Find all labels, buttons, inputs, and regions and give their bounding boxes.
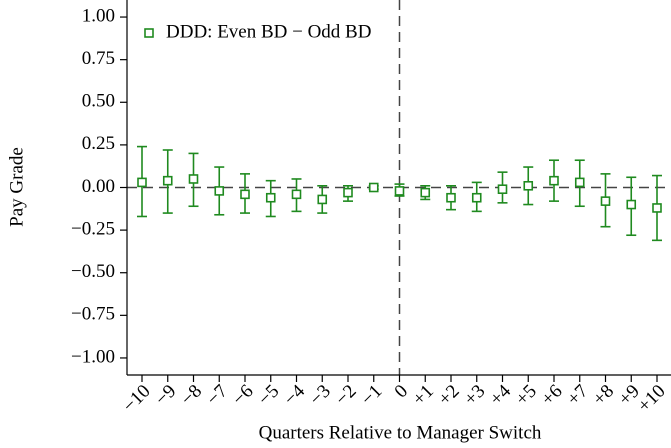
point — [317, 194, 328, 205]
point — [497, 184, 508, 195]
x-tick-label: +10 — [634, 381, 670, 417]
y-axis-title: Pay Grade — [6, 147, 27, 227]
y-tick-label: 0.75 — [82, 48, 115, 69]
point — [240, 189, 250, 200]
point — [523, 180, 534, 191]
y-tick-label: −0.25 — [71, 218, 115, 239]
point — [626, 199, 637, 210]
y-tick-label: −0.50 — [71, 261, 115, 282]
x-tick-label: −10 — [119, 381, 155, 417]
point — [162, 175, 173, 186]
y-tick-label: 1.00 — [82, 5, 115, 26]
y-tick-label: 0.50 — [82, 91, 115, 112]
x-tick-label: 0 — [391, 381, 413, 403]
point — [446, 192, 456, 203]
point — [420, 187, 431, 198]
legend-marker — [144, 28, 154, 38]
legend-label: DDD: Even BD − Odd BD — [166, 21, 371, 42]
x-axis-title: Quarters Relative to Manager Switch — [259, 422, 542, 443]
point — [343, 187, 353, 198]
point — [188, 174, 199, 184]
point — [214, 186, 225, 196]
point — [574, 177, 585, 188]
point — [291, 189, 302, 200]
point — [652, 203, 662, 213]
point — [368, 182, 379, 193]
point — [394, 186, 405, 196]
point — [471, 192, 482, 203]
y-tick-label: 0.25 — [82, 133, 115, 154]
x-tick-label: −1 — [357, 381, 386, 410]
point — [600, 196, 611, 206]
point — [549, 175, 559, 186]
point — [137, 177, 147, 188]
point — [265, 192, 276, 203]
y-tick-label: −1.00 — [71, 346, 115, 367]
y-tick-label: 0.00 — [82, 176, 115, 197]
y-tick-label: −0.75 — [71, 304, 115, 325]
